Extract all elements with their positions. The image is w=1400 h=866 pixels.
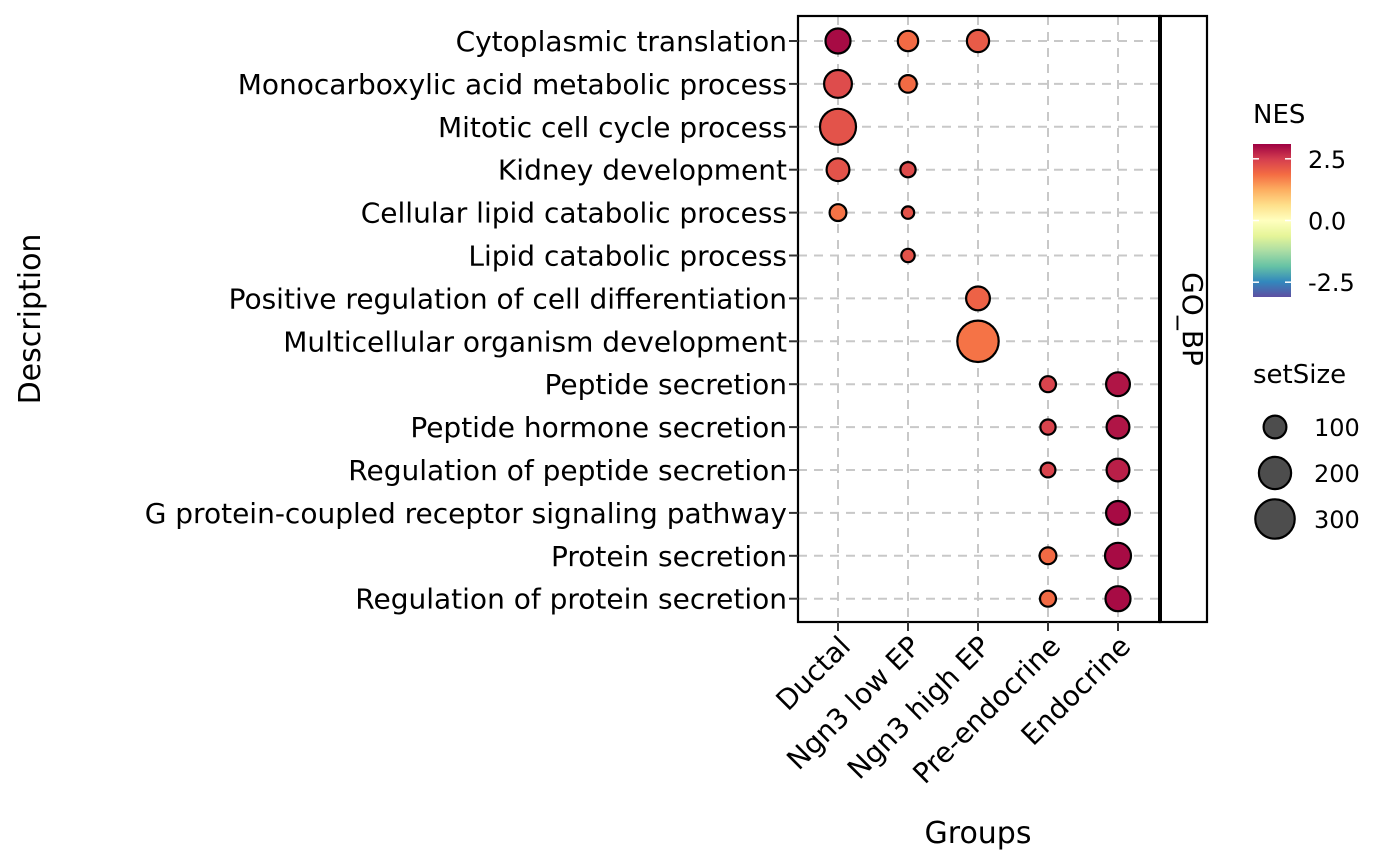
data-point <box>896 29 920 53</box>
y-tick-label: Positive regulation of cell differentiat… <box>229 282 787 315</box>
data-point <box>964 285 991 312</box>
data-point <box>956 319 1000 364</box>
y-tick-label: Peptide hormone secretion <box>410 411 787 444</box>
size-legend-label: 300 <box>1314 506 1360 534</box>
y-axis-title: Description <box>13 234 48 405</box>
y-tick-label: Lipid catabolic process <box>468 240 787 273</box>
size-legend-key <box>1262 414 1288 440</box>
data-point <box>899 160 917 179</box>
y-axis: Cytoplasmic translation Monocarboxylic ac… <box>145 25 798 616</box>
size-legend-key <box>1257 455 1293 491</box>
data-point <box>1104 371 1131 398</box>
y-tick-label: Cytoplasmic translation <box>456 25 787 58</box>
data-point <box>1039 418 1057 436</box>
size-legend-label: 100 <box>1314 414 1360 442</box>
data-point <box>900 205 916 220</box>
color-legend-label: 2.5 <box>1308 146 1346 174</box>
facet-label: GO_BP <box>1176 272 1209 366</box>
color-legend-label: 0.0 <box>1308 208 1346 236</box>
data-point <box>898 73 918 94</box>
color-legend-bar <box>1253 144 1291 297</box>
color-legend-label: -2.5 <box>1308 269 1355 297</box>
data-point <box>824 27 852 55</box>
data-point <box>1038 546 1058 566</box>
data-point <box>1103 541 1133 570</box>
y-tick-label: Multicellular organism development <box>283 325 787 358</box>
color-legend: NES 2.5 0.0 -2.5 <box>1253 100 1355 297</box>
y-tick-label: Mitotic cell cycle process <box>438 111 787 144</box>
y-tick-label: Peptide secretion <box>544 368 787 401</box>
x-axis-title: Groups <box>925 816 1032 851</box>
data-point <box>1038 589 1058 608</box>
y-tick-label: Protein secretion <box>551 540 787 573</box>
size-legend: setSize 100 200 300 <box>1253 360 1360 540</box>
grid-lines <box>798 16 1160 622</box>
data-point <box>1104 499 1131 526</box>
y-tick-label: Regulation of protein secretion <box>355 583 787 616</box>
data-point <box>1105 457 1131 483</box>
y-tick-label: G protein-coupled receptor signaling pat… <box>145 497 787 530</box>
size-legend-key <box>1254 498 1296 540</box>
data-point <box>1038 375 1058 394</box>
data-point <box>828 203 848 223</box>
y-tick-label: Kidney development <box>498 154 787 187</box>
y-tick-label: Monocarboxylic acid metabolic process <box>238 68 787 101</box>
data-point <box>822 68 853 99</box>
data-point <box>1105 414 1131 440</box>
data-point <box>900 247 916 264</box>
color-legend-title: NES <box>1253 100 1305 130</box>
size-legend-title: setSize <box>1253 360 1346 390</box>
data-point <box>825 157 851 183</box>
data-point <box>1104 585 1132 613</box>
size-legend-label: 200 <box>1314 460 1360 488</box>
y-tick-label: Regulation of peptide secretion <box>348 454 787 487</box>
data-points <box>818 27 1133 613</box>
data-point <box>818 107 858 146</box>
data-point <box>1039 461 1057 479</box>
y-tick-label: Cellular lipid catabolic process <box>361 197 787 230</box>
data-point <box>965 28 991 54</box>
